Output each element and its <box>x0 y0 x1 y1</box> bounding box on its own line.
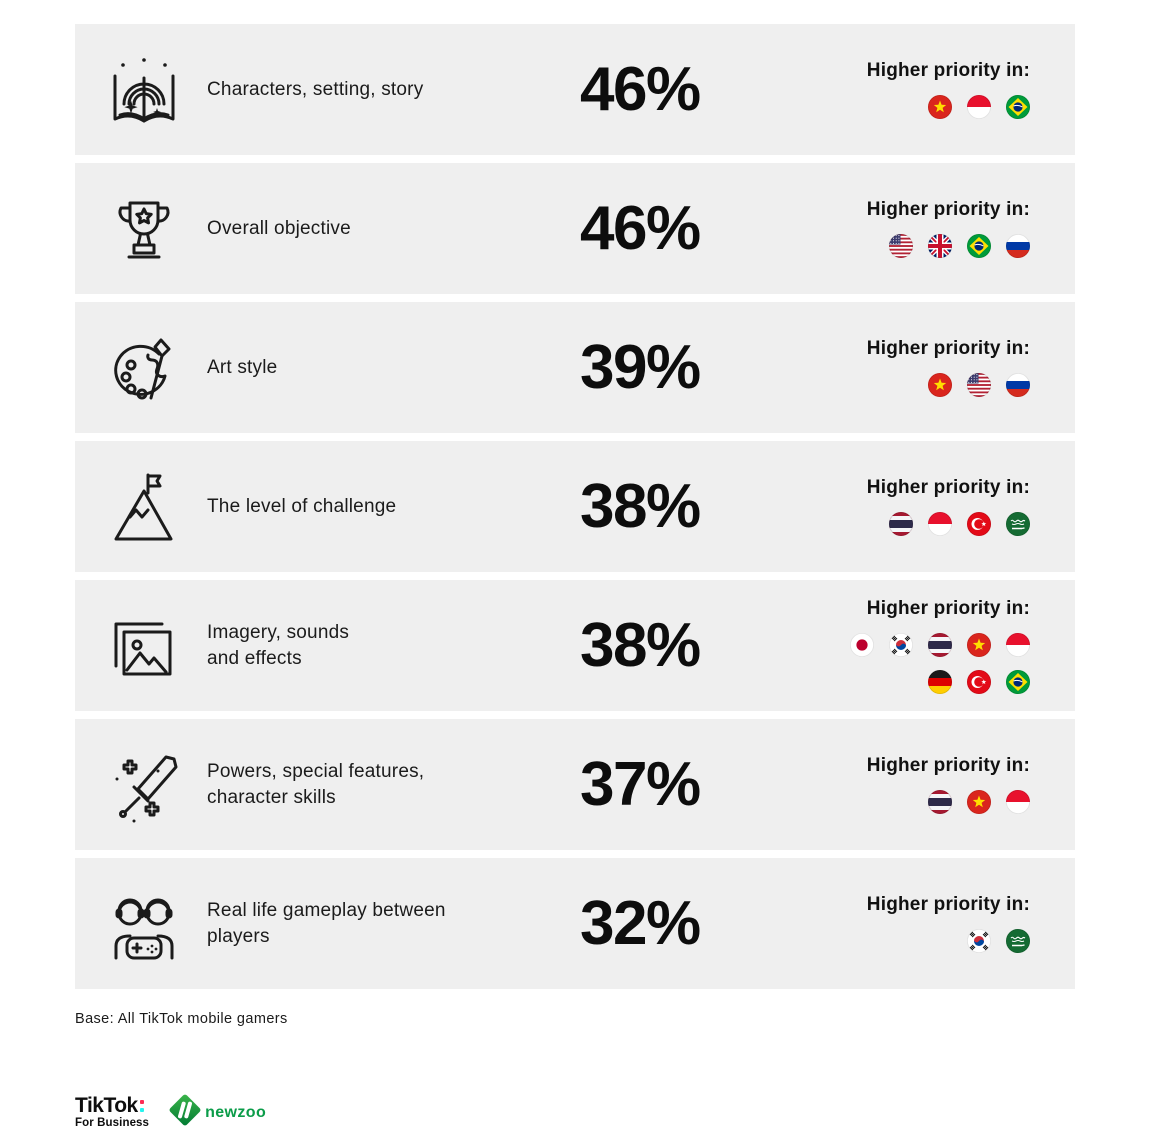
feature-label: Characters, setting, story <box>207 78 424 100</box>
flag-line <box>889 512 1030 536</box>
flag-turkey-icon <box>967 669 991 694</box>
flag-saudi-arabia-icon <box>1006 512 1030 536</box>
higher-priority-label: Higher priority in: <box>866 338 1030 359</box>
feature-percentage: 32% <box>580 889 701 958</box>
sword-sparkles-icon <box>103 741 185 829</box>
tiktok-logo-text: TikTok <box>75 1094 138 1118</box>
feature-label: Real life gameplay between players <box>207 900 446 947</box>
flag-line <box>928 790 1030 814</box>
mountain-flag-icon <box>103 463 185 551</box>
flag-line <box>928 669 1030 694</box>
feature-percentage: 38% <box>580 472 701 541</box>
newzoo-diamond-icon <box>167 1092 203 1133</box>
feature-label: Art style <box>207 356 278 378</box>
feature-row: Imagery, sounds and effects 38% Higher p… <box>75 580 1075 711</box>
flag-brazil-icon <box>967 234 991 258</box>
priority-chart: Characters, setting, story 46% Higher pr… <box>75 24 1075 997</box>
feature-label: Overall objective <box>207 217 351 239</box>
feature-label: Powers, special features, character skil… <box>207 761 425 808</box>
feature-row: Art style 39% Higher priority in: <box>75 302 1075 433</box>
flag-south-korea-icon <box>967 929 991 953</box>
flag-line <box>928 373 1030 397</box>
flag-line <box>889 234 1030 258</box>
feature-percentage: 39% <box>580 333 701 402</box>
imagery-icon <box>103 602 185 690</box>
feature-percentage: 46% <box>580 194 701 263</box>
flag-vietnam-icon <box>967 790 991 814</box>
players-gamepad-icon <box>103 880 185 968</box>
flag-indonesia-icon <box>1006 632 1030 657</box>
feature-percentage: 46% <box>580 55 701 124</box>
feature-row: Overall objective 46% Higher priority in… <box>75 163 1075 294</box>
feature-row: The level of challenge 38% Higher priori… <box>75 441 1075 572</box>
newzoo-logo: newzoo <box>167 1092 266 1133</box>
flag-thailand-icon <box>889 512 913 536</box>
feature-row: Real life gameplay between players 32% H… <box>75 858 1075 989</box>
flag-line <box>928 95 1030 119</box>
base-note: Base: All TikTok mobile gamers <box>75 1011 288 1027</box>
higher-priority-label: Higher priority in: <box>866 755 1030 776</box>
flag-brazil-icon <box>1006 95 1030 119</box>
flag-japan-icon <box>850 632 874 657</box>
newzoo-logo-text: newzoo <box>205 1103 267 1121</box>
flag-indonesia-icon <box>1006 790 1030 814</box>
flag-indonesia-icon <box>928 512 952 536</box>
feature-row: Characters, setting, story 46% Higher pr… <box>75 24 1075 155</box>
tiktok-colon-icon <box>139 1100 144 1112</box>
flag-saudi-arabia-icon <box>1006 929 1030 953</box>
higher-priority-label: Higher priority in: <box>866 60 1030 81</box>
higher-priority-label: Higher priority in: <box>866 894 1030 915</box>
flag-russia-icon <box>1006 373 1030 397</box>
feature-label: Imagery, sounds and effects <box>207 622 350 669</box>
feature-percentage: 37% <box>580 750 701 819</box>
flag-turkey-icon <box>967 512 991 536</box>
flag-russia-icon <box>1006 234 1030 258</box>
flag-line <box>967 929 1030 953</box>
flag-vietnam-icon <box>928 95 952 119</box>
storybook-icon <box>103 46 185 134</box>
flag-vietnam-icon <box>928 373 952 397</box>
palette-icon <box>103 324 185 412</box>
flag-line <box>850 632 1030 657</box>
flag-usa-icon <box>967 373 991 397</box>
trophy-icon <box>103 185 185 273</box>
flag-south-korea-icon <box>889 632 913 657</box>
flag-thailand-icon <box>928 790 952 814</box>
flag-germany-icon <box>928 669 952 694</box>
tiktok-for-business-logo: TikTok For Business <box>75 1095 149 1130</box>
feature-label: The level of challenge <box>207 495 397 517</box>
tiktok-logo-subtext: For Business <box>75 1117 150 1130</box>
higher-priority-label: Higher priority in: <box>866 597 1030 619</box>
flag-indonesia-icon <box>967 95 991 119</box>
higher-priority-label: Higher priority in: <box>866 199 1030 220</box>
flag-brazil-icon <box>1006 669 1030 694</box>
higher-priority-label: Higher priority in: <box>866 477 1030 498</box>
flag-thailand-icon <box>928 632 952 657</box>
flag-vietnam-icon <box>967 632 991 657</box>
feature-percentage: 38% <box>580 611 701 680</box>
brand-logos: TikTok For Business newzoo <box>75 1092 266 1133</box>
flag-uk-icon <box>928 234 952 258</box>
flag-usa-icon <box>889 234 913 258</box>
feature-row: Powers, special features, character skil… <box>75 719 1075 850</box>
